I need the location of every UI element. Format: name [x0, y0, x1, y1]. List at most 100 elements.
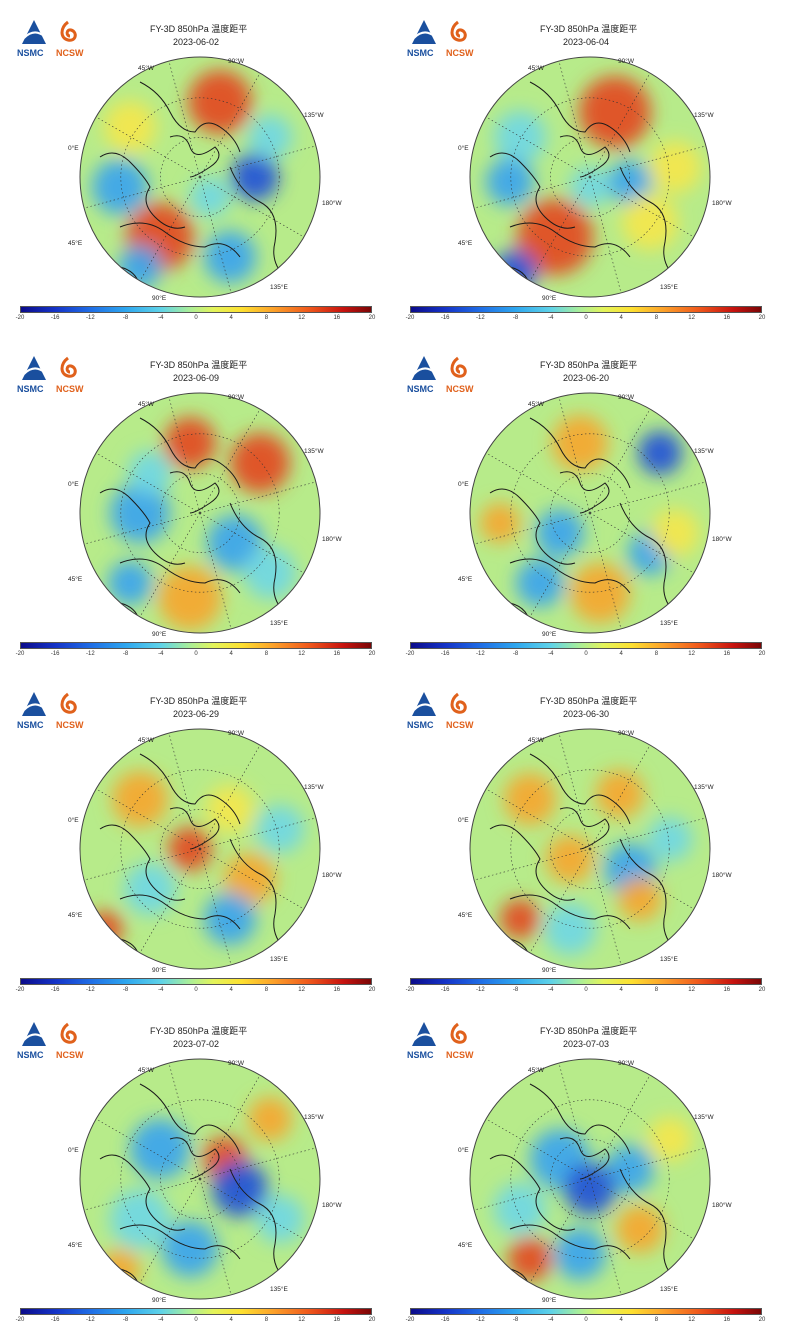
anomaly-patch [256, 805, 304, 853]
colorbar [410, 1308, 762, 1315]
meridian-line [558, 733, 591, 850]
longitude-label: 135°W [694, 1113, 714, 1121]
anomaly-patch [207, 515, 263, 571]
longitude-label: 135°E [660, 1285, 678, 1293]
map-title: FY-3D 850hPa 温度距平 [150, 24, 248, 34]
longitude-label: 45°E [68, 1241, 83, 1249]
longitude-label: 135°W [304, 1113, 324, 1121]
colorbar-tick-label: 0 [584, 987, 588, 993]
anomaly-patch [648, 1117, 692, 1161]
longitude-label: 45°W [528, 400, 545, 408]
colorbar-tick-label: -12 [476, 987, 485, 993]
coastline [619, 1168, 676, 1280]
map-date: 2023-06-20 [563, 373, 610, 383]
anomaly-patch [486, 158, 534, 206]
longitude-label: 45°E [458, 239, 473, 247]
coastline [229, 1168, 286, 1280]
latitude-circle [550, 1139, 630, 1219]
nsmc-logo-text: NSMC [407, 1050, 434, 1060]
anomaly-patch [87, 911, 123, 947]
map-border [469, 392, 711, 634]
longitude-label: 45°E [458, 1241, 473, 1249]
latitude-circle [160, 809, 240, 889]
meridian-line [199, 848, 305, 910]
longitude-label: 45°W [138, 64, 155, 72]
colorbar-tick-label: 16 [333, 651, 341, 657]
colorbar-tick-label: -16 [440, 651, 450, 657]
agency-logos: NSMC NCSW [17, 20, 84, 58]
ncsw-logo-text: NCSW [446, 1050, 474, 1060]
colorbar [20, 978, 372, 985]
map-border [469, 1058, 711, 1300]
coastline [619, 502, 676, 614]
colorbar-tick-label: -20 [405, 651, 415, 657]
colorbar-tick-label: -8 [512, 1317, 519, 1323]
meridian-line [199, 512, 305, 574]
anomaly-patch [616, 1205, 664, 1253]
colorbar [410, 642, 762, 649]
colorbar-tick-label: 12 [688, 651, 695, 657]
anomaly-patch [544, 903, 596, 955]
coastline [119, 894, 241, 930]
colorbar-tick-label: -8 [512, 651, 519, 657]
colorbar-tick-label: -20 [15, 651, 25, 657]
ncsw-logo-text: NCSW [446, 720, 474, 730]
anomaly-patch [130, 1119, 190, 1179]
coastline [99, 152, 186, 229]
longitude-label: 135°E [660, 955, 678, 963]
latitude-circle [550, 473, 630, 553]
polar-stereographic-map: 45°W 90°W 135°W 0°E 180°W 45°E 90°E 135°E [458, 728, 732, 974]
latitude-circle [120, 433, 280, 593]
longitude-label: 90°E [152, 630, 167, 638]
longitude-label: 90°W [228, 1059, 245, 1067]
colorbar-tick-label: 16 [723, 1317, 731, 1323]
longitude-label: 90°E [152, 294, 167, 302]
ncsw-logo-text: NCSW [56, 384, 84, 394]
ncsw-logo-text: NCSW [56, 720, 84, 730]
colorbar-tick-label: 8 [264, 651, 269, 657]
colorbar-ticks: -20 -16 -12 -8 -4 0 4 8 12 16 20 [406, 987, 766, 997]
colorbar-ticks: -20 -16 -12 -8 -4 0 4 8 12 16 20 [16, 315, 376, 325]
nsmc-logo-text: NSMC [17, 1050, 44, 1060]
colorbar-tick-label: 8 [264, 987, 269, 993]
map-border [469, 728, 711, 970]
colorbar-tick-label: -12 [86, 1317, 95, 1323]
colorbar-tick-label: -20 [15, 987, 25, 993]
polar-stereographic-map: 45°W 90°W 135°W 0°E 180°W 45°E 90°E 135°E [68, 728, 342, 974]
colorbar-ticks: -20 -16 -12 -8 -4 0 4 8 12 16 20 [16, 1317, 376, 1327]
colorbar-ticks: -20 -16 -12 -8 -4 0 4 8 12 16 20 [16, 651, 376, 661]
anomaly-patch [108, 561, 152, 605]
longitude-label: 45°W [138, 400, 155, 408]
colorbar [20, 642, 372, 649]
colorbar-tick-label: -20 [405, 987, 415, 993]
longitude-label: 0°E [458, 816, 469, 824]
map-border [79, 392, 321, 634]
anomaly-patch [128, 451, 172, 495]
colorbar-tick-label: 4 [229, 987, 233, 993]
longitude-label: 0°E [68, 144, 79, 152]
colorbar-tick-label: -20 [15, 1317, 25, 1323]
latitude-circle [120, 1099, 280, 1259]
colorbar-tick-label: 4 [229, 315, 233, 321]
colorbar-tick-label: 16 [333, 315, 341, 321]
longitude-label: 45°W [528, 736, 545, 744]
colorbar-tick-label: 0 [584, 1317, 588, 1323]
map-date: 2023-07-03 [563, 1039, 610, 1049]
coastline [529, 753, 631, 825]
colorbar-tick-label: 4 [619, 315, 623, 321]
coastline [509, 1224, 631, 1260]
anomaly-patch [124, 863, 176, 915]
colorbar-tick-label: -16 [50, 987, 60, 993]
longitude-label: 90°W [228, 729, 245, 737]
colorbar-tick-label: -16 [50, 651, 60, 657]
anomaly-patch [570, 563, 630, 623]
map-panel: NSMC NCSW FY-3D 850hPa 温度距平 2023-06-04 45°W 9… [400, 10, 780, 340]
longitude-label: 0°E [68, 480, 79, 488]
colorbar-tick-label: 16 [333, 1317, 341, 1323]
longitude-label: 90°W [228, 57, 245, 65]
nsmc-logo-text: NSMC [407, 720, 434, 730]
anomaly-patch [596, 770, 644, 818]
colorbar-tick-label: 8 [654, 1317, 659, 1323]
colorbar-tick-label: -12 [86, 315, 95, 321]
ncsw-logo-icon [450, 20, 467, 42]
